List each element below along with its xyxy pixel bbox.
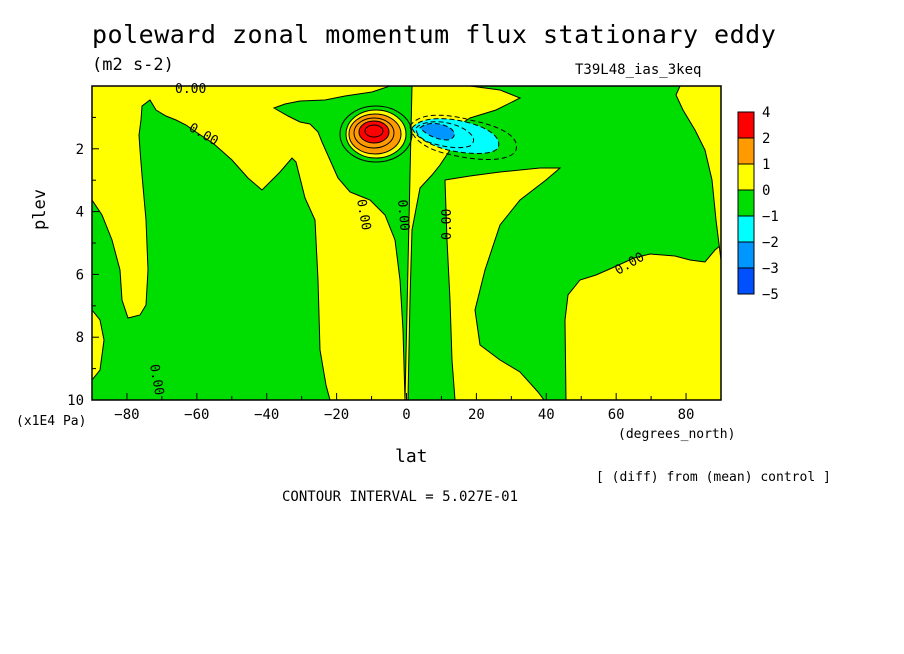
x-tick-label: 20 <box>468 407 485 423</box>
x-tick-label: 0 <box>402 407 410 423</box>
run-label: T39L48_ias_3keq <box>575 62 702 78</box>
positive-region-southwest <box>92 86 406 400</box>
contour-label: 0.00 <box>175 82 206 97</box>
chart-units: (m2 s-2) <box>92 55 174 75</box>
contour-label: 0.00 <box>353 198 373 231</box>
chart-title: poleward zonal momentum flux stationary … <box>92 20 777 49</box>
y-tick-label: 4 <box>76 205 84 221</box>
y-tick-label: 2 <box>76 142 84 158</box>
colorbar-label: −2 <box>762 235 779 251</box>
x-tick-label: 80 <box>678 407 695 423</box>
colorbar-swatch <box>737 215 755 243</box>
y-tick-label: 8 <box>76 330 84 346</box>
colorbar-label: 2 <box>762 131 770 147</box>
colorbar-label: 4 <box>762 105 770 121</box>
contour-positive-5 <box>358 120 390 144</box>
colorbar-label: 1 <box>762 157 770 173</box>
contour-positive-6 <box>364 124 384 138</box>
x-axis: −80 −60 −40 −20 0 20 40 60 80 <box>91 393 722 423</box>
contour-label: 0.00 <box>440 209 455 240</box>
x-tick-label: 40 <box>538 407 555 423</box>
diff-note: [ (diff) from (mean) control ] <box>596 470 831 485</box>
colorbar-swatch <box>737 267 755 295</box>
colorbar-label: 0 <box>762 183 770 199</box>
contour-positive-1 <box>339 105 413 163</box>
contour-label: 0.00 <box>146 363 166 396</box>
colorbar-label: −5 <box>762 287 779 303</box>
contour-label: 0.00 <box>394 199 412 232</box>
colorbar-swatch <box>737 241 755 269</box>
positive-region-central <box>404 86 522 400</box>
x-tick-label: −80 <box>114 407 139 423</box>
contour-interval: CONTOUR INTERVAL = 5.027E-01 <box>282 489 519 505</box>
x-axis-label: lat <box>395 446 428 467</box>
colorbar-swatch <box>737 163 755 191</box>
y-axis-multiplier: (x1E4 Pa) <box>16 414 87 429</box>
colorbar-swatch <box>737 137 755 165</box>
plot-field <box>92 86 721 400</box>
contour-negative-4 <box>419 123 455 141</box>
y-axis: 2 4 6 8 10 <box>67 85 99 409</box>
contour-negative-1 <box>409 114 517 160</box>
y-tick-label: 6 <box>76 267 84 283</box>
positive-region-southpole <box>92 309 105 381</box>
x-tick-label: −20 <box>324 407 349 423</box>
colorbar-swatch <box>737 189 755 217</box>
positive-region-northpole <box>675 86 721 261</box>
colorbar-label: −3 <box>762 261 779 277</box>
colorbar-label: −1 <box>762 209 779 225</box>
x-tick-label: −40 <box>254 407 279 423</box>
positive-region-equator <box>444 167 562 400</box>
colorbar: 4 2 1 0 −1 −2 −3 −5 <box>737 105 779 303</box>
colorbar-swatch <box>737 111 755 139</box>
x-axis-units: (degrees_north) <box>618 427 736 442</box>
x-tick-label: −60 <box>184 407 209 423</box>
y-tick-label: 10 <box>67 393 84 409</box>
x-tick-label: 60 <box>608 407 625 423</box>
